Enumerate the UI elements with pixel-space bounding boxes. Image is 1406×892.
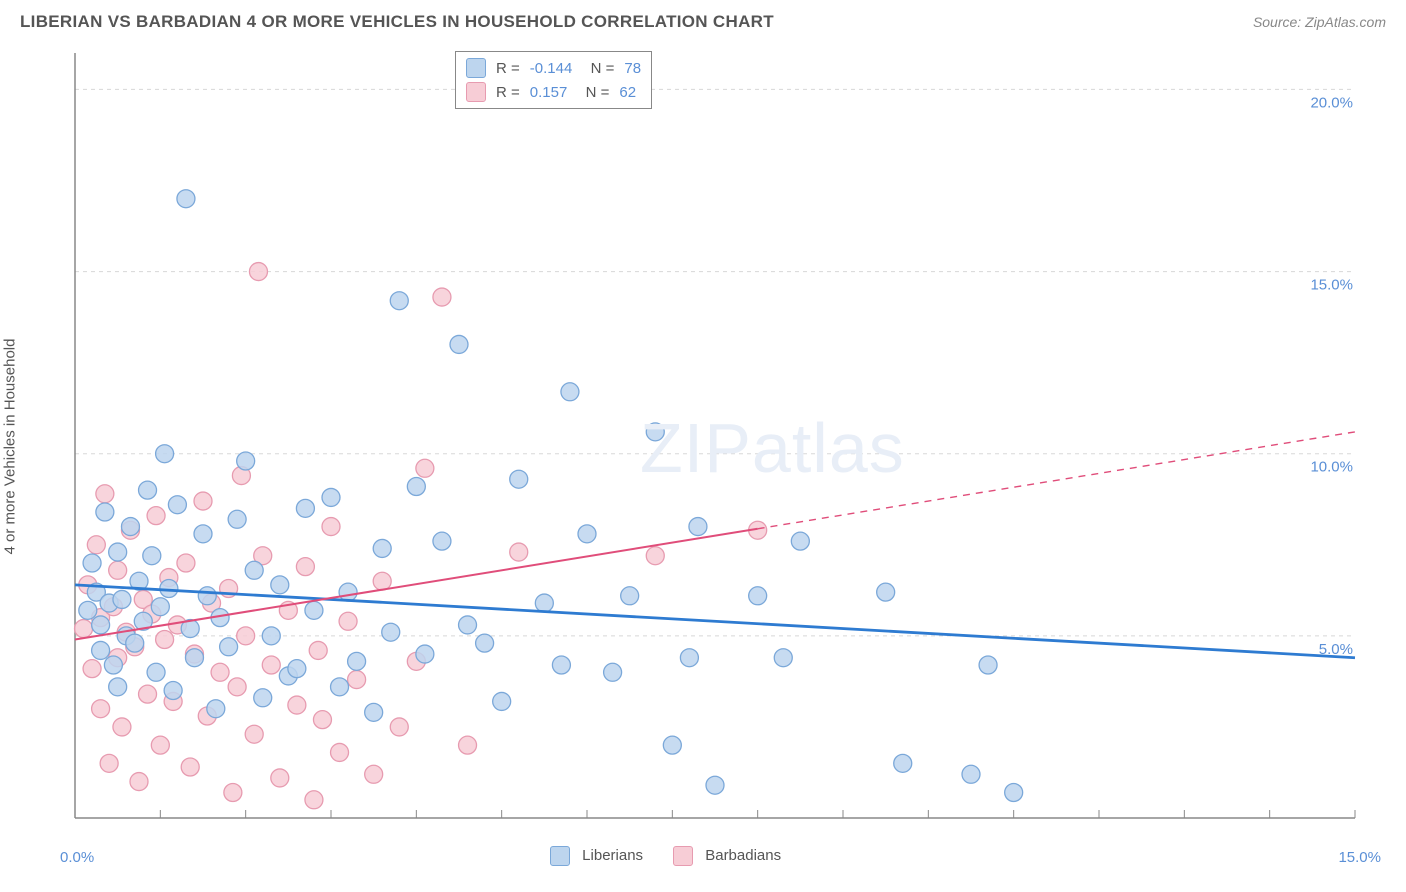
legend-stats: R = -0.144 N = 78 R = 0.157 N = 62: [455, 51, 652, 109]
svg-text:20.0%: 20.0%: [1310, 94, 1353, 111]
chart-title: LIBERIAN VS BARBADIAN 4 OR MORE VEHICLES…: [20, 12, 774, 32]
svg-text:15.0%: 15.0%: [1310, 277, 1353, 294]
stat-label-n: N =: [582, 60, 614, 77]
stat-n-liberians: 78: [624, 60, 641, 77]
legend-item-barbadians: Barbadians: [673, 846, 781, 866]
source-attribution: Source: ZipAtlas.com: [1253, 14, 1386, 30]
legend-series: Liberians Barbadians: [550, 846, 781, 866]
swatch-liberians: [466, 58, 486, 78]
stat-label-r: R =: [496, 84, 520, 101]
chart-header: LIBERIAN VS BARBADIAN 4 OR MORE VEHICLES…: [0, 0, 1406, 40]
stat-r-liberians: -0.144: [530, 60, 573, 77]
legend-stats-row-liberians: R = -0.144 N = 78: [466, 56, 641, 80]
stat-n-barbadians: 62: [619, 84, 636, 101]
swatch-liberians: [550, 846, 570, 866]
legend-label-barbadians: Barbadians: [705, 847, 781, 864]
swatch-barbadians: [673, 846, 693, 866]
chart-container: 4 or more Vehicles in Household ZIPatlas…: [20, 48, 1386, 828]
legend-item-liberians: Liberians: [550, 846, 643, 866]
legend-stats-row-barbadians: R = 0.157 N = 62: [466, 80, 641, 104]
swatch-barbadians: [466, 82, 486, 102]
stat-r-barbadians: 0.157: [530, 84, 568, 101]
stat-label-n: N =: [577, 84, 609, 101]
svg-text:10.0%: 10.0%: [1310, 459, 1353, 476]
x-tick-label-max: 15.0%: [1338, 849, 1381, 866]
legend-label-liberians: Liberians: [582, 847, 643, 864]
scatter-chart: 5.0%10.0%15.0%20.0%: [20, 48, 1360, 828]
x-tick-label-min: 0.0%: [60, 849, 94, 866]
stat-label-r: R =: [496, 60, 520, 77]
y-axis-label: 4 or more Vehicles in Household: [2, 339, 19, 555]
